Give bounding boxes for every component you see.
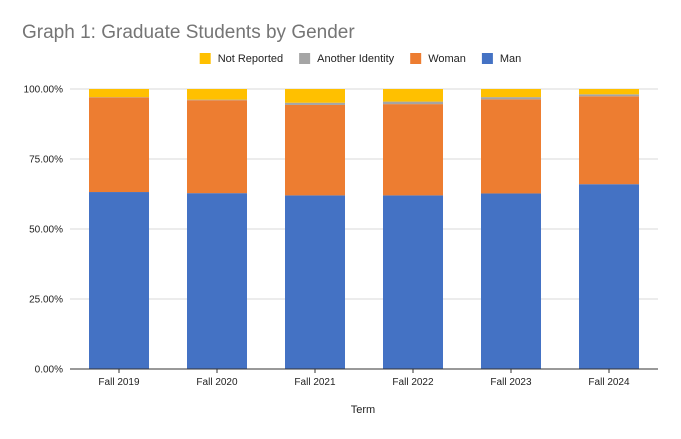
bar-segment [579, 96, 639, 185]
bar-segment [285, 104, 345, 196]
bar-segment [579, 89, 639, 95]
chart-title: Graph 1: Graduate Students by Gender [22, 22, 355, 43]
bar-segment [481, 97, 541, 100]
legend-swatch [410, 53, 422, 64]
x-tick-label: Fall 2024 [588, 377, 630, 388]
bar-segment [285, 89, 345, 103]
legend-swatch [299, 53, 311, 64]
bar-segment [383, 101, 443, 105]
x-axis: Fall 2019 Fall 2020 Fall 2021 Fall 2022 Fall… [70, 368, 658, 388]
bar-segment [481, 193, 541, 369]
legend: Not Reported Another Identity Woman Man [199, 53, 521, 65]
legend-item: Another Identity [299, 53, 395, 65]
y-tick-label: 50.00% [29, 225, 63, 236]
x-tick-label: Fall 2021 [294, 377, 336, 388]
bar-segment [89, 192, 149, 369]
x-tick-label: Fall 2022 [392, 377, 434, 388]
bar-segment [481, 89, 541, 98]
bar-segment [383, 89, 443, 102]
bar-segment [285, 102, 345, 105]
bar-segment [89, 97, 149, 193]
legend-item: Woman [410, 53, 466, 65]
bar-segment [187, 100, 247, 194]
legend-label: Man [500, 53, 521, 65]
x-tick-label: Fall 2023 [490, 377, 532, 388]
x-axis-title: Term [351, 404, 375, 416]
legend-label: Woman [428, 53, 466, 65]
bar-segment [579, 184, 639, 369]
legend-label: Not Reported [218, 53, 283, 65]
y-tick-label: 0.00% [35, 365, 63, 376]
bars [89, 89, 639, 369]
bar-segment [481, 99, 541, 194]
bar-segment [187, 99, 247, 101]
legend-label: Another Identity [317, 53, 395, 65]
bar-segment [383, 104, 443, 196]
legend-swatch [199, 53, 211, 64]
legend-item: Man [481, 53, 521, 65]
bar-segment [187, 89, 247, 100]
x-tick-label: Fall 2019 [98, 377, 140, 388]
bar-segment [89, 89, 149, 98]
bar-segment [187, 193, 247, 369]
x-tick-label: Fall 2020 [196, 377, 238, 388]
bar-segment [579, 94, 639, 97]
y-axis: 0.00% 25.00% 50.00% 75.00% 100.00% [24, 85, 64, 376]
y-tick-label: 100.00% [24, 85, 64, 96]
bar-segment [383, 195, 443, 369]
y-tick-label: 75.00% [29, 155, 63, 166]
y-tick-label: 25.00% [29, 295, 63, 306]
legend-swatch [481, 53, 493, 64]
legend-item: Not Reported [199, 53, 283, 65]
gridlines [70, 88, 658, 300]
bar-segment [285, 195, 345, 369]
